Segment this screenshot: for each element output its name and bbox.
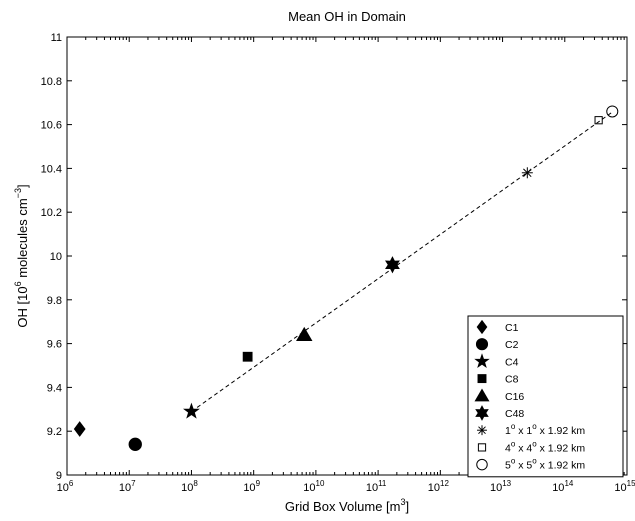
x-tick-label: 106	[57, 479, 74, 494]
legend-marker	[477, 443, 487, 452]
x-tick-label: 107	[119, 479, 136, 494]
legend-marker	[477, 425, 487, 436]
legend-label: C4	[505, 356, 519, 368]
legend-label: C48	[505, 408, 524, 420]
data-point-8	[594, 116, 603, 125]
legend-label: C1	[505, 322, 519, 334]
x-tick-label: 1010	[303, 479, 325, 494]
y-tick-label: 11	[51, 32, 62, 44]
legend-marker	[474, 388, 490, 402]
data-points	[73, 105, 619, 452]
legend-marker	[475, 405, 489, 421]
data-point-5	[296, 326, 313, 341]
x-axis: 106 107 108 109 1010 1011 1012 1013 1014 1015	[57, 37, 635, 494]
y-tick-label: 10	[50, 251, 62, 263]
legend: C1 C2 C4 C8 C16 C48 1o x 1o x 1.92 km 4o x 4o x…	[467, 315, 624, 478]
x-tick-label: 1013	[490, 479, 512, 494]
legend-label: C16	[505, 391, 524, 403]
data-point-6	[385, 256, 400, 274]
y-tick-label: 10.6	[41, 120, 62, 132]
legend-marker	[476, 319, 488, 335]
legend-label: C2	[505, 339, 519, 351]
legend-marker	[477, 374, 487, 384]
x-tick-label: 1015	[614, 479, 635, 494]
y-tick-label: 9.6	[47, 339, 62, 351]
chart-title: Mean OH in Domain	[288, 9, 406, 24]
x-tick-label: 109	[243, 479, 260, 494]
y-tick-label: 9.8	[47, 295, 62, 307]
x-tick-label: 1011	[366, 479, 387, 494]
y-axis-label: OH [106 molecules cm−3]	[13, 184, 30, 327]
y-tick-label: 10.2	[41, 207, 62, 219]
legend-marker	[475, 338, 489, 351]
y-tick-label: 10.8	[41, 76, 62, 88]
data-point-4	[242, 351, 253, 362]
x-axis-label: Grid Box Volume [m3]	[285, 497, 409, 514]
legend-label: C8	[505, 374, 519, 386]
data-point-7	[521, 167, 533, 179]
data-point-3	[183, 402, 200, 419]
data-point-2	[128, 437, 142, 452]
data-point-9	[606, 105, 619, 118]
y-tick-label: 9.4	[47, 382, 62, 394]
data-point-1	[73, 421, 86, 437]
legend-box	[467, 315, 624, 478]
dashed-trend-line	[191, 111, 614, 412]
legend-label: 1o x 1o x 1.92 km	[505, 422, 585, 437]
legend-marker	[474, 353, 490, 368]
y-tick-label: 10.4	[41, 163, 62, 175]
x-tick-label: 108	[181, 479, 198, 494]
y-axis: 9 9.2 9.4 9.6 9.8 10 10.2 10.4 10.6 10.8 11	[41, 32, 627, 482]
x-tick-label: 1014	[552, 479, 574, 494]
x-tick-label: 1012	[428, 479, 450, 494]
y-tick-label: 9	[56, 470, 62, 482]
legend-label: 5o x 5o x 1.92 km	[505, 457, 585, 472]
legend-marker	[476, 458, 488, 471]
y-tick-label: 9.2	[47, 426, 62, 438]
legend-label: 4o x 4o x 1.92 km	[505, 439, 585, 454]
